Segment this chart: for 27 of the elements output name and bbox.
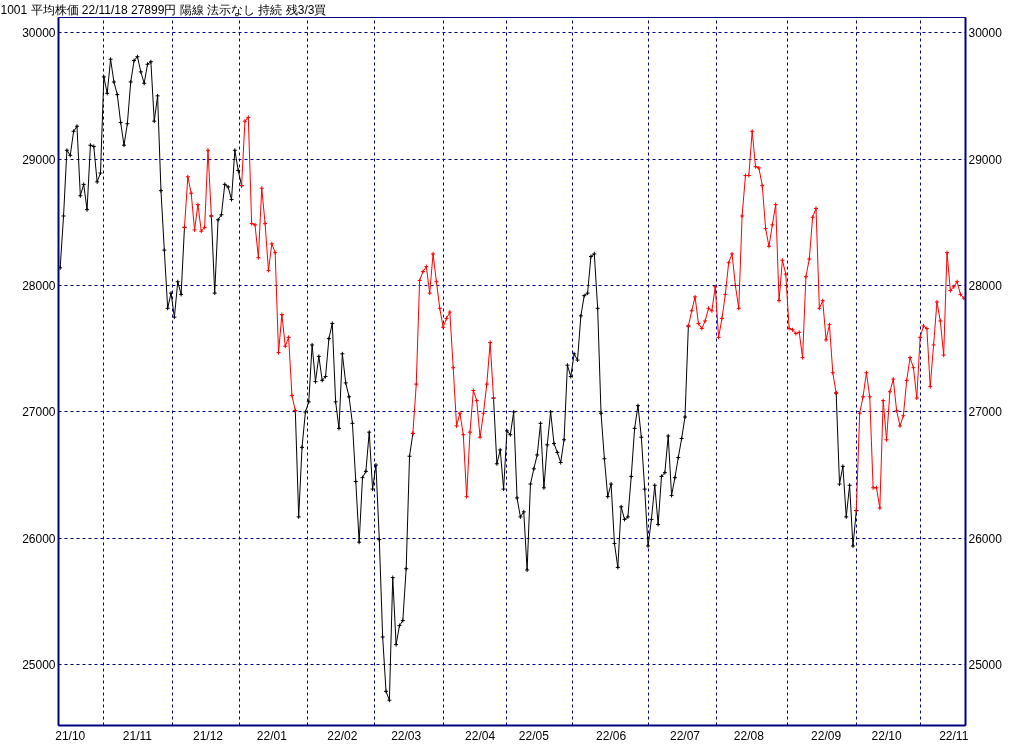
x-tick-label: 22/07: [669, 728, 701, 743]
y2-tick-label: 27000: [968, 405, 1003, 420]
x-tick-label: 22/09: [811, 728, 842, 743]
y2-tick-label: 28000: [968, 279, 1003, 294]
y-tick-label: 26000: [22, 531, 56, 546]
y2-tick-label: 29000: [968, 152, 1003, 167]
y-tick-label: 29000: [22, 152, 56, 167]
x-tick-label: 22/10: [871, 728, 902, 743]
x-tick-label: 21/11: [122, 728, 153, 743]
chart-title: 1001 平均株価 22/11/18 27899円 陽線 法示なし 持続 残3/3買: [0, 3, 327, 17]
y-tick-label: 25000: [22, 658, 56, 673]
x-tick-label: 22/11: [939, 728, 969, 743]
x-tick-label: 22/01: [256, 728, 288, 743]
y2-tick-label: 25000: [968, 658, 1003, 673]
y2-tick-label: 30000: [968, 26, 1003, 41]
x-tick-label: 22/02: [327, 728, 358, 743]
y-tick-label: 27000: [22, 405, 56, 420]
y-tick-label: 30000: [22, 26, 56, 41]
x-tick-label: 21/12: [192, 728, 224, 743]
x-tick-label: 22/05: [518, 728, 550, 743]
y-tick-label: 28000: [22, 279, 56, 294]
y2-tick-label: 26000: [968, 531, 1003, 546]
x-tick-label: 21/10: [55, 728, 86, 743]
x-tick-label: 22/08: [733, 728, 765, 743]
x-tick-label: 22/06: [596, 728, 627, 743]
x-tick-label: 22/03: [391, 728, 422, 743]
x-tick-label: 22/04: [465, 728, 496, 743]
